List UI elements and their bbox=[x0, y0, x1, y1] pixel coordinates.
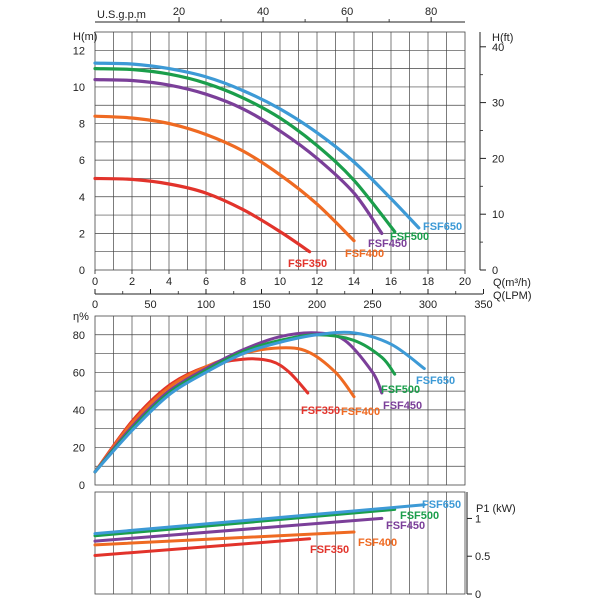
lpm-tick-label: 250 bbox=[363, 299, 381, 311]
head-label-fsf350: FSF350 bbox=[288, 258, 327, 270]
head-curve-fsf450 bbox=[93, 78, 384, 235]
lpm-tick-label: 50 bbox=[144, 299, 156, 311]
head-x-tick-label: 18 bbox=[422, 276, 434, 288]
head-x-tick-label: 8 bbox=[240, 276, 246, 288]
head-y-tick-label: 2 bbox=[79, 228, 85, 240]
power-tick-label: 0.5 bbox=[475, 551, 490, 563]
head-curve-fsf400 bbox=[93, 114, 356, 243]
power-label-fsf500: FSF500 bbox=[400, 510, 439, 522]
lpm-tick-label: 0 bbox=[92, 299, 98, 311]
ft-tick-label: 30 bbox=[492, 98, 504, 110]
power-label-fsf650: FSF650 bbox=[422, 499, 461, 511]
head-x-tick-label: 4 bbox=[166, 276, 172, 288]
head-y-tick-label: 4 bbox=[79, 192, 85, 204]
efficiency-label-fsf400: FSF400 bbox=[341, 406, 380, 418]
power-curve-fsf450 bbox=[93, 516, 384, 543]
head-y-tick-label: 6 bbox=[79, 155, 85, 167]
head-x-tick-label: 6 bbox=[203, 276, 209, 288]
ft-tick-label: 20 bbox=[492, 153, 504, 165]
gpm-tick-label: 40 bbox=[257, 6, 269, 18]
head-x-tick-label: 14 bbox=[348, 276, 360, 288]
power-curve-fsf350 bbox=[93, 537, 312, 557]
head-y-tick-label: 0 bbox=[79, 265, 85, 277]
head-y-tick-label: 10 bbox=[73, 82, 85, 94]
q-m3h-axis-label: Q(m³/h) bbox=[493, 277, 531, 289]
head-curve-fsf350 bbox=[93, 176, 312, 254]
efficiency-y-tick-label: 60 bbox=[73, 367, 85, 379]
q-lpm-axis-label: Q(LPM) bbox=[493, 290, 532, 302]
efficiency-y-tick-label: 80 bbox=[73, 330, 85, 342]
series-layer bbox=[93, 61, 426, 557]
ft-axis-label: H(ft) bbox=[492, 32, 513, 44]
efficiency-label-fsf650: FSF650 bbox=[416, 375, 455, 387]
lpm-tick-label: 350 bbox=[474, 299, 492, 311]
efficiency-curve-fsf450 bbox=[93, 331, 384, 474]
power-curve-fsf400 bbox=[93, 530, 356, 547]
power-label-fsf400: FSF400 bbox=[358, 537, 397, 549]
head-curve-fsf500 bbox=[93, 67, 397, 234]
head-x-tick-label: 2 bbox=[129, 276, 135, 288]
efficiency-label-fsf350: FSF350 bbox=[301, 405, 340, 417]
efficiency-label-fsf500: FSF500 bbox=[381, 384, 420, 396]
head-y-tick-label: 8 bbox=[79, 119, 85, 131]
head-y-axis-label: H(m) bbox=[73, 31, 97, 43]
power-label-fsf450: FSF450 bbox=[386, 520, 425, 532]
head-x-tick-label: 20 bbox=[459, 276, 471, 288]
head-x-tick-label: 0 bbox=[92, 276, 98, 288]
head-x-tick-label: 10 bbox=[274, 276, 286, 288]
power-label-fsf350: FSF350 bbox=[310, 544, 349, 556]
gpm-tick-label: 20 bbox=[173, 6, 185, 18]
head-label-fsf650: FSF650 bbox=[423, 221, 462, 233]
efficiency-y-tick-label: 40 bbox=[73, 405, 85, 417]
efficiency-y-tick-label: 20 bbox=[73, 442, 85, 454]
gpm-axis-label: U.S.g.p.m bbox=[97, 9, 146, 21]
head-y-tick-label: 12 bbox=[73, 45, 85, 57]
ft-tick-label: 10 bbox=[492, 209, 504, 221]
ft-tick-label: 40 bbox=[492, 42, 504, 54]
power-curve-fsf650 bbox=[93, 503, 426, 536]
head-label-fsf450: FSF450 bbox=[368, 238, 407, 250]
head-label-fsf500: FSF500 bbox=[390, 231, 429, 243]
efficiency-curve-fsf650 bbox=[93, 330, 426, 474]
gpm-tick-label: 80 bbox=[425, 6, 437, 18]
efficiency-y-tick-label: 0 bbox=[79, 480, 85, 492]
head-curve-fsf650 bbox=[93, 61, 421, 230]
ft-tick-label: 0 bbox=[492, 265, 498, 277]
lpm-tick-label: 300 bbox=[419, 299, 437, 311]
head-x-tick-label: 12 bbox=[311, 276, 323, 288]
power-axis-label: P1 (kW) bbox=[476, 503, 516, 515]
head-x-tick-label: 16 bbox=[385, 276, 397, 288]
lpm-tick-label: 200 bbox=[308, 299, 326, 311]
efficiency-label-fsf450: FSF450 bbox=[383, 400, 422, 412]
head-label-fsf400: FSF400 bbox=[345, 248, 384, 260]
gpm-tick-label: 60 bbox=[341, 6, 353, 18]
lpm-tick-label: 150 bbox=[252, 299, 270, 311]
power-curve-fsf500 bbox=[93, 507, 397, 538]
axes-layer bbox=[94, 17, 486, 595]
power-tick-label: 0 bbox=[475, 589, 481, 601]
efficiency-curve-fsf500 bbox=[93, 333, 397, 474]
lpm-tick-label: 100 bbox=[197, 299, 215, 311]
efficiency-y-axis-label: η% bbox=[73, 311, 89, 323]
power-tick-label: 1 bbox=[475, 513, 481, 525]
